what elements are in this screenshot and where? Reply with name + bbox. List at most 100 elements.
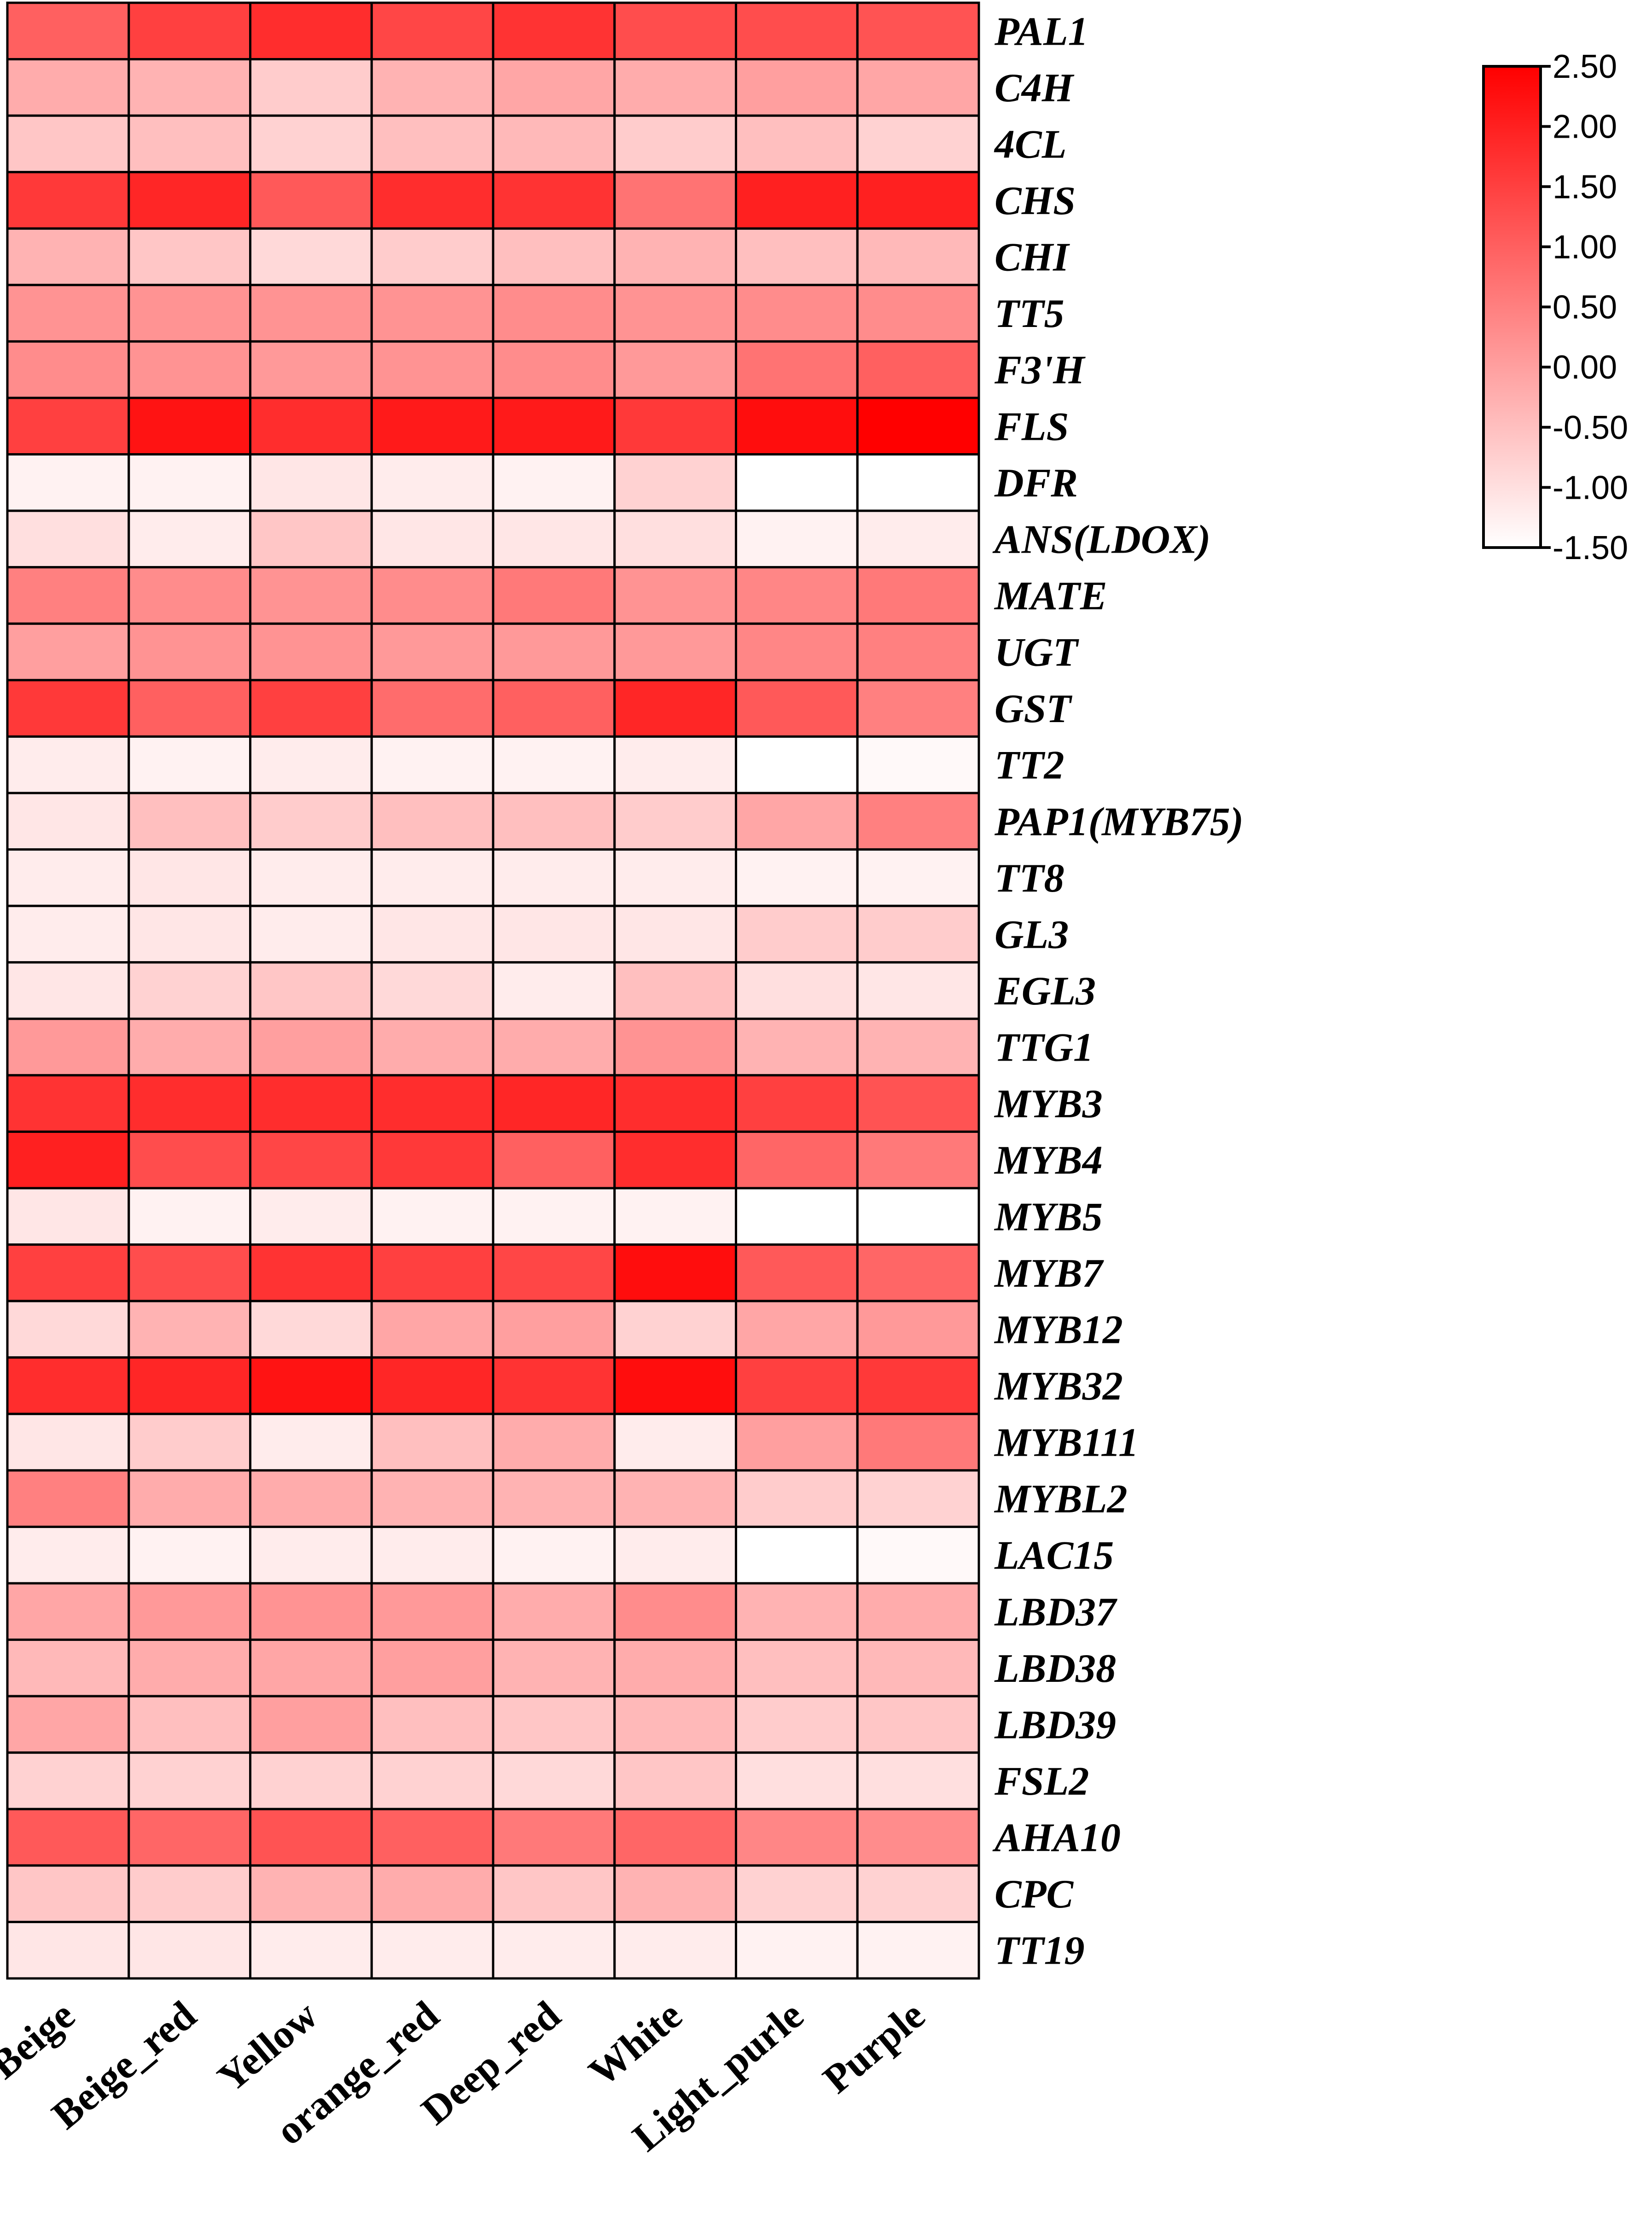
heatmap-cell bbox=[856, 1695, 980, 1754]
heatmap-cell bbox=[128, 1243, 251, 1302]
heatmap-cell bbox=[6, 1, 130, 61]
heatmap-cell bbox=[613, 284, 737, 343]
row-label: CHI bbox=[995, 235, 1070, 280]
row-label: MYB32 bbox=[994, 1364, 1123, 1409]
heatmap-cell bbox=[6, 171, 130, 230]
heatmap-cell bbox=[492, 1412, 616, 1472]
heatmap-cell bbox=[128, 1300, 251, 1359]
heatmap-cell bbox=[249, 1864, 373, 1923]
heatmap-cell bbox=[492, 58, 616, 117]
heatmap-cell bbox=[249, 284, 373, 343]
heatmap-cell bbox=[128, 453, 251, 512]
row-label: GST bbox=[995, 687, 1072, 731]
heatmap-cell bbox=[6, 114, 130, 174]
heatmap-cell bbox=[856, 114, 980, 174]
row-label: PAL1 bbox=[994, 9, 1088, 54]
heatmap-cell bbox=[6, 284, 130, 343]
heatmap-cell bbox=[128, 904, 251, 964]
heatmap-cell bbox=[613, 1695, 737, 1754]
column-label: Yellow bbox=[209, 1993, 326, 2101]
heatmap-cell bbox=[613, 792, 737, 851]
colorbar-gradient bbox=[1482, 65, 1542, 549]
heatmap-cell bbox=[492, 1130, 616, 1190]
heatmap-cell bbox=[249, 114, 373, 174]
heatmap-cell bbox=[735, 1243, 859, 1302]
heatmap-cell bbox=[856, 961, 980, 1020]
heatmap-cell bbox=[856, 1920, 980, 1980]
colorbar-tick-label: -1.00 bbox=[1553, 469, 1628, 506]
heatmap-cell bbox=[249, 227, 373, 286]
heatmap-cell bbox=[856, 1525, 980, 1585]
heatmap-cell bbox=[370, 904, 494, 964]
heatmap-cell bbox=[492, 171, 616, 230]
row-label: LBD39 bbox=[994, 1703, 1116, 1747]
heatmap-cell bbox=[492, 1074, 616, 1133]
heatmap-cell bbox=[492, 1808, 616, 1867]
row-label: LBD37 bbox=[994, 1590, 1117, 1634]
heatmap-cell bbox=[370, 961, 494, 1020]
heatmap-cell bbox=[492, 904, 616, 964]
row-label: MYB4 bbox=[994, 1138, 1103, 1183]
heatmap-cell bbox=[613, 679, 737, 738]
heatmap-cell bbox=[613, 566, 737, 625]
heatmap-cell bbox=[613, 58, 737, 117]
heatmap-cell bbox=[249, 453, 373, 512]
heatmap-cell bbox=[6, 622, 130, 682]
heatmap-cell bbox=[856, 397, 980, 456]
row-label: MYB3 bbox=[994, 1082, 1103, 1126]
colorbar-tick-label: 2.50 bbox=[1553, 48, 1617, 85]
heatmap-cell bbox=[370, 114, 494, 174]
heatmap-cell bbox=[613, 1356, 737, 1415]
heatmap-cell bbox=[856, 1, 980, 61]
heatmap-cell bbox=[249, 622, 373, 682]
heatmap-cell bbox=[6, 397, 130, 456]
heatmap-cell bbox=[613, 1017, 737, 1077]
heatmap-cell bbox=[856, 792, 980, 851]
heatmap-cell bbox=[128, 735, 251, 794]
heatmap-cell bbox=[613, 1300, 737, 1359]
heatmap-cell bbox=[735, 1582, 859, 1641]
heatmap-cell bbox=[613, 1412, 737, 1472]
heatmap-cell bbox=[613, 848, 737, 907]
heatmap-cell bbox=[492, 453, 616, 512]
heatmap-cell bbox=[6, 566, 130, 625]
row-label: PAP1(MYB75) bbox=[994, 799, 1244, 844]
heatmap-cell bbox=[370, 1017, 494, 1077]
column-label: Beige bbox=[0, 1993, 83, 2088]
heatmap-cell bbox=[613, 1, 737, 61]
heatmap-cell bbox=[6, 1920, 130, 1980]
row-label: TT2 bbox=[995, 743, 1064, 788]
row-label: TT19 bbox=[995, 1929, 1085, 1973]
heatmap-cell bbox=[613, 1243, 737, 1302]
heatmap-cell bbox=[856, 340, 980, 399]
heatmap-cell bbox=[370, 1525, 494, 1585]
heatmap-cell bbox=[249, 1300, 373, 1359]
heatmap-cell bbox=[249, 1187, 373, 1246]
heatmap-cell bbox=[370, 566, 494, 625]
heatmap-cell bbox=[613, 171, 737, 230]
heatmap-cell bbox=[6, 679, 130, 738]
heatmap-cell bbox=[613, 227, 737, 286]
heatmap-cell bbox=[249, 679, 373, 738]
row-label: FSL2 bbox=[994, 1759, 1089, 1804]
heatmap-cell bbox=[6, 1582, 130, 1641]
heatmap-cell bbox=[492, 1525, 616, 1585]
heatmap-cell bbox=[128, 1412, 251, 1472]
heatmap-cell bbox=[249, 1582, 373, 1641]
heatmap-cell bbox=[492, 848, 616, 907]
heatmap-cell bbox=[249, 1412, 373, 1472]
heatmap-cell bbox=[6, 1412, 130, 1472]
heatmap-cell bbox=[735, 1864, 859, 1923]
row-label: DFR bbox=[994, 461, 1078, 506]
heatmap-cell bbox=[249, 1808, 373, 1867]
heatmap-cell bbox=[613, 114, 737, 174]
heatmap-cell bbox=[856, 1751, 980, 1810]
heatmap-cell bbox=[128, 171, 251, 230]
heatmap-cell bbox=[370, 171, 494, 230]
row-label: LAC15 bbox=[994, 1534, 1114, 1578]
heatmap-cell bbox=[613, 340, 737, 399]
heatmap-cell bbox=[735, 1525, 859, 1585]
colorbar-legend: 2.50 2.00 1.50 1.00 0.50 0.00 -0.50 -1.00 -1.50 bbox=[1482, 48, 1628, 566]
row-label: MYB7 bbox=[994, 1251, 1104, 1296]
row-label: C4H bbox=[995, 66, 1075, 111]
